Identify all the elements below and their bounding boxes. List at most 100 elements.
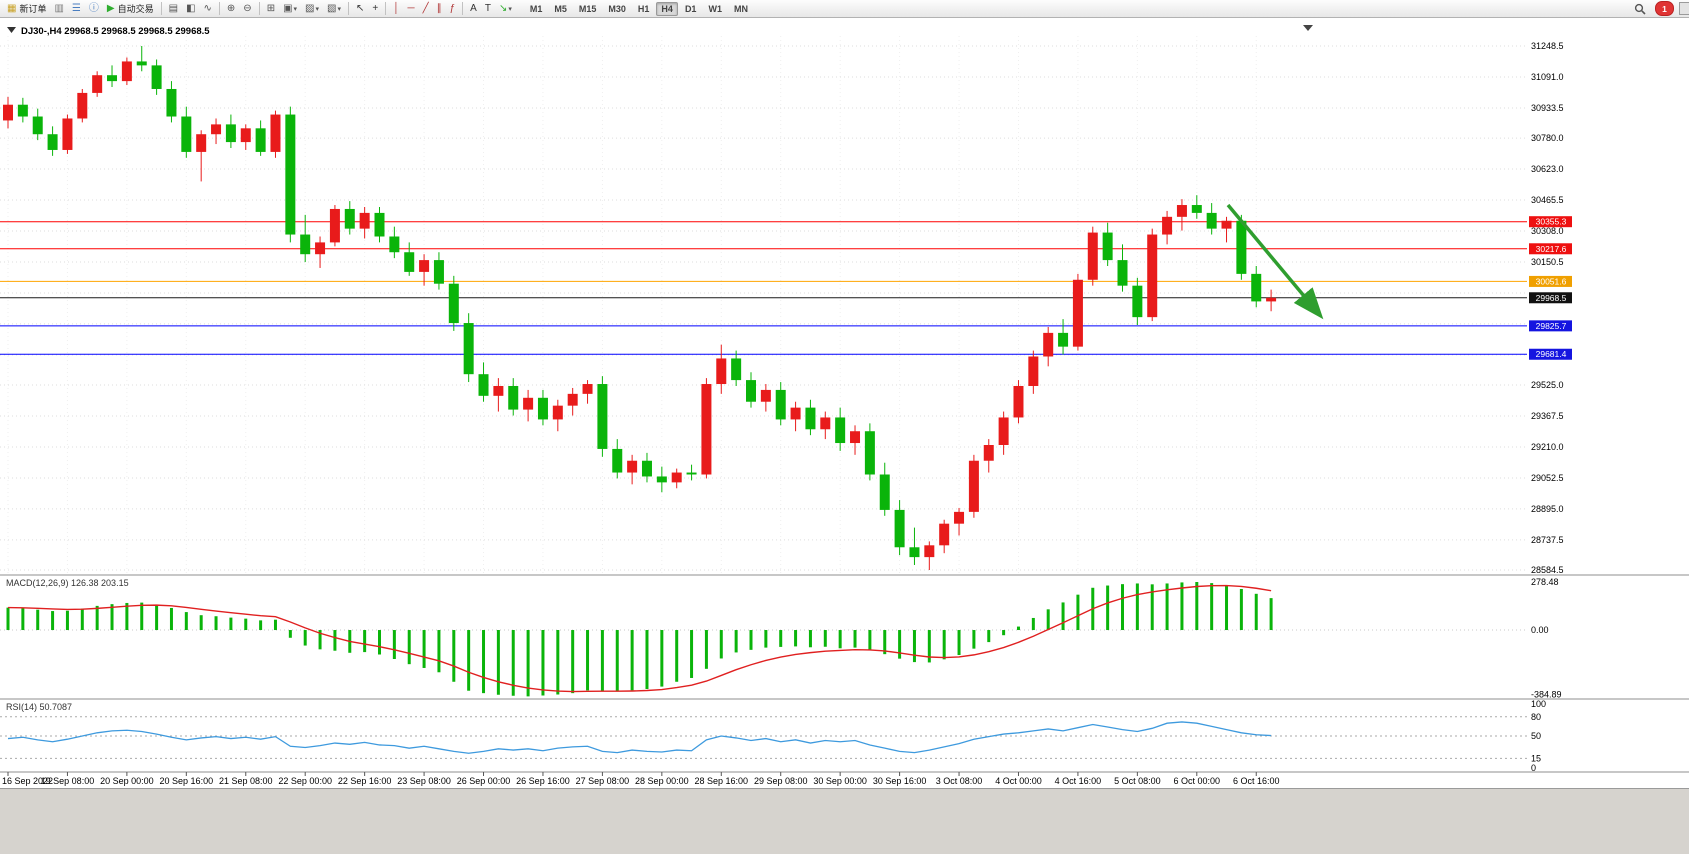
- candle: [1102, 232, 1113, 261]
- candle: [894, 509, 905, 548]
- fibonacci-icon: ƒ: [449, 2, 456, 14]
- depth-of-market-button[interactable]: ☰: [69, 1, 84, 16]
- time-label: 28 Sep 16:00: [694, 776, 748, 786]
- new-order-button[interactable]: ▦ 新订单: [4, 1, 49, 16]
- zoom-out-icon: ⊖: [243, 2, 252, 14]
- candle: [211, 124, 222, 135]
- candle: [1043, 332, 1054, 357]
- time-label: 26 Sep 00:00: [457, 776, 511, 786]
- timeframe-m5-button[interactable]: M5: [554, 3, 567, 14]
- chart-shift-marker[interactable]: [1303, 25, 1313, 31]
- time-label: 26 Sep 16:00: [516, 776, 570, 786]
- candle: [835, 417, 846, 444]
- new-chart-button[interactable]: ▣ ▾: [280, 1, 300, 16]
- autotrading-button[interactable]: ▶ 自动交易: [104, 1, 157, 16]
- candle: [1251, 273, 1262, 302]
- text-button[interactable]: A: [467, 1, 480, 16]
- candle: [612, 448, 623, 473]
- candle: [107, 75, 118, 82]
- notification-badge[interactable]: 1: [1655, 1, 1674, 16]
- bar-chart-mode-button[interactable]: ▤: [166, 1, 181, 16]
- time-label: 22 Sep 16:00: [338, 776, 392, 786]
- tick-chart-button[interactable]: ▥: [51, 1, 66, 16]
- profiles-button[interactable]: ▨ ▾: [302, 1, 322, 16]
- price-badge-label: 30355.3: [1536, 217, 1567, 227]
- candle: [805, 407, 816, 430]
- timeframe-w1-button[interactable]: W1: [708, 3, 722, 14]
- rsi-axis-label: 50: [1531, 731, 1541, 741]
- timeframe-h4-button[interactable]: H4: [656, 1, 678, 16]
- candle: [1013, 385, 1024, 418]
- candle: [1028, 356, 1039, 386]
- line-chart-mode-button[interactable]: ∿: [201, 1, 215, 16]
- price-tick-label: 29525.0: [1531, 380, 1564, 390]
- timeframe-d1-button[interactable]: D1: [684, 3, 697, 14]
- candle: [1176, 205, 1187, 217]
- candle: [32, 116, 43, 135]
- rsi-axis-label: 0: [1531, 763, 1536, 773]
- depth-of-market-icon: ☰: [71, 2, 81, 14]
- candle: [151, 65, 162, 89]
- bar-chart-icon: ▤: [168, 2, 179, 14]
- price-tick-label: 30308.0: [1531, 226, 1564, 236]
- cursor-button[interactable]: ↖: [353, 1, 367, 16]
- timeframe-m1-button[interactable]: M1: [529, 3, 543, 14]
- time-label: 4 Oct 16:00: [1055, 776, 1102, 786]
- crosshair-button[interactable]: +: [369, 1, 381, 16]
- zoom-in-icon: ⊕: [226, 2, 236, 14]
- equidistant-channel-button[interactable]: ∥: [434, 1, 445, 16]
- time-label: 21 Sep 08:00: [219, 776, 273, 786]
- trendline-button[interactable]: ╱: [420, 1, 432, 16]
- search-button[interactable]: [1631, 1, 1649, 16]
- horizontal-line-button[interactable]: ─: [404, 1, 417, 16]
- price-badge-label: 29825.7: [1536, 321, 1567, 331]
- fibonacci-button[interactable]: ƒ: [447, 1, 459, 16]
- templates-button[interactable]: ▧ ▾: [324, 1, 344, 16]
- price-tick-label: 29367.5: [1531, 411, 1564, 421]
- price-tick-label: 29052.5: [1531, 473, 1564, 483]
- candle: [864, 431, 875, 475]
- timeframe-h1-button[interactable]: H1: [637, 3, 650, 14]
- trendline-icon: ╱: [422, 2, 429, 14]
- arrows-button[interactable]: ↘ ▾: [496, 1, 515, 16]
- candle: [1236, 220, 1247, 274]
- text-label-button[interactable]: T: [482, 1, 494, 16]
- clipped-toolbar-icon[interactable]: [1679, 2, 1689, 15]
- rsi-line: [7, 721, 1272, 754]
- dropdown-caret-icon[interactable]: ▾: [508, 5, 512, 13]
- timeframe-mn-button[interactable]: MN: [733, 3, 748, 14]
- search-icon: [1634, 3, 1646, 15]
- toolbar-separator: [385, 2, 387, 15]
- zoom-out-button[interactable]: ⊖: [240, 1, 254, 16]
- candle: [909, 547, 920, 558]
- candle: [552, 405, 563, 420]
- candle: [641, 460, 652, 477]
- vertical-line-button[interactable]: │: [390, 1, 402, 16]
- candle: [47, 134, 58, 150]
- text-icon: A: [470, 2, 477, 14]
- time-label: 29 Sep 08:00: [754, 776, 808, 786]
- window-bottom-strip: [0, 788, 1689, 854]
- new-order-label: 新订单: [19, 4, 47, 14]
- time-label: 16 Sep 2022: [2, 776, 53, 786]
- timeframe-toolbar: M1 M5 M15 M30 H1 H4 D1 W1 MN: [524, 1, 754, 16]
- symbol-info-button[interactable]: ⓘ: [86, 1, 102, 16]
- candle: [433, 260, 444, 284]
- dropdown-caret-icon[interactable]: ▾: [293, 5, 298, 13]
- trend-arrow[interactable]: [1226, 203, 1324, 320]
- macd-axis-label: 278.48: [1531, 577, 1559, 587]
- symbol-menu-icon[interactable]: [7, 27, 16, 33]
- timeframe-m15-button[interactable]: M15: [578, 3, 597, 14]
- dropdown-caret-icon[interactable]: ▾: [315, 5, 320, 13]
- candle: [983, 444, 994, 461]
- zoom-in-button[interactable]: ⊕: [224, 1, 238, 16]
- price-badge: [1529, 292, 1572, 304]
- timeframe-m30-button[interactable]: M30: [608, 3, 626, 14]
- dropdown-caret-icon[interactable]: ▾: [337, 5, 341, 13]
- candle-chart-mode-button[interactable]: ◧: [183, 1, 198, 16]
- candle: [240, 128, 251, 143]
- price-tick-label: 31248.5: [1531, 41, 1564, 51]
- tile-windows-button[interactable]: ⊞: [264, 1, 278, 16]
- line-chart-icon: ∿: [203, 2, 212, 14]
